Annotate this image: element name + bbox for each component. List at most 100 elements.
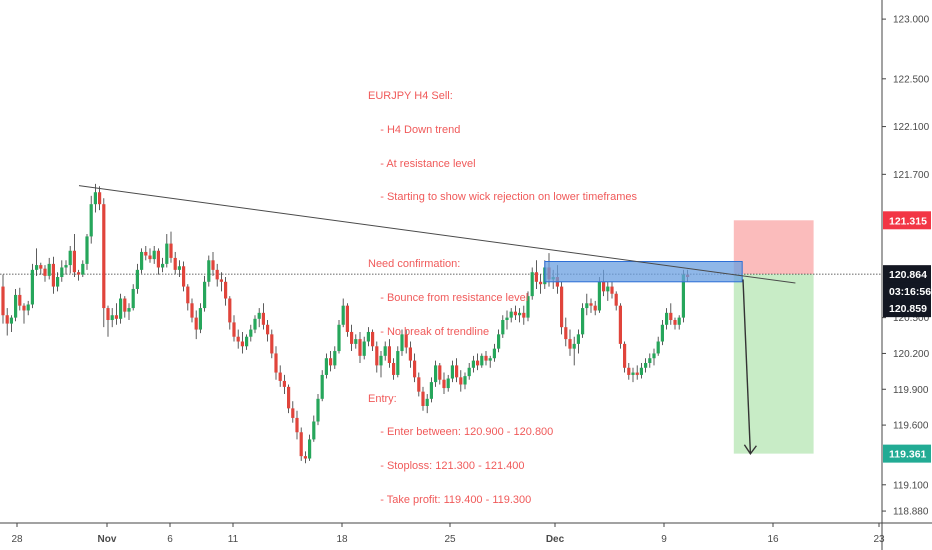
candle-body [228,298,232,323]
candle-body [203,281,207,309]
candle-body [484,355,488,361]
candle-body [35,265,39,270]
candle-body [232,322,236,337]
candle-body [455,365,459,378]
price-axis[interactable]: 123.000 122.500 122.100 121.700 120.500 120.2… [882,15,930,518]
trade-note: EURJPY H4 Sell: - H4 Down trend - At res… [368,69,637,517]
target-price-label-bg [883,444,931,463]
candle-body [295,417,299,433]
position-tool[interactable] [733,220,814,454]
time-axis[interactable]: 28 Nov 6 11 18 25 Dec 9 16 23 [11,523,885,545]
price-tick-label: 122.100 [893,122,930,133]
candle-body [488,358,492,361]
candles-group [1,183,690,464]
time-tick-label: 28 [11,534,23,545]
note-line: - H4 Down trend [368,124,461,136]
candle-body [501,320,505,335]
candle-body [51,263,55,287]
candle-body [22,305,26,311]
price-tick-label: 120.200 [893,349,930,360]
candle-body [77,272,81,275]
candle-body [39,265,43,269]
price-tick-label: 120.500 [893,313,930,324]
note-heading: Entry: [368,392,397,405]
candle-body [312,421,316,440]
down-trendline[interactable] [78,185,796,284]
candle-body [656,341,660,354]
candle-body [610,286,614,294]
candle-body [278,372,282,381]
candle-body [85,236,89,264]
candle-body [681,274,685,318]
candle-body [257,312,261,319]
candle-body [463,376,467,385]
resistance-zone[interactable] [544,261,743,283]
price-tick-label: 118.880 [893,507,929,518]
candle-body [425,398,429,406]
stop-price-label-bg [883,211,931,230]
price-tick-label: 119.900 [893,385,929,396]
time-tick-label: 9 [661,534,667,545]
candle-body [324,358,328,375]
candle-body [627,367,631,375]
candle-body [635,372,639,375]
candle-body [320,374,324,399]
candle-body [383,346,387,356]
candle-body [127,308,131,312]
candle-body [287,386,291,409]
candle-body [93,192,97,205]
candle-body [123,298,127,312]
candle-body [261,312,265,325]
candle-body [341,305,345,325]
candle-body [303,456,307,459]
candle-body [581,308,585,335]
candle-body [198,308,202,330]
candle-body [119,298,123,319]
bid-price-label: 120.859 [889,303,927,315]
candle-body [56,277,60,287]
arrow-head-icon [743,444,757,455]
note-line: - Enter between: 120.900 - 120.800 [368,426,554,439]
candle-body [98,192,102,205]
candle-body [677,317,681,325]
candle-body [337,324,341,352]
candle-body [316,398,320,422]
candle-body [18,294,22,306]
time-tick-label: 25 [444,534,456,545]
candle-body [177,266,181,270]
candle-body [387,346,391,363]
candle-body [194,317,198,330]
candle-body [513,311,517,316]
candle-body [308,439,312,459]
candle-body [68,250,72,266]
candle-body [291,408,295,418]
note-line: - Starting to show wick rejection on low… [368,191,637,204]
candle-body [190,303,194,318]
candle-body [1,286,5,316]
current-price-label: 120.864 [889,269,927,281]
candle-body [492,348,496,359]
note-spacer [368,226,637,237]
candle-body [106,308,110,321]
take-profit-zone[interactable] [733,274,814,454]
candle-body [249,329,253,337]
candle-body [173,257,177,270]
candle-body [450,365,454,379]
note-line: - Take profit: 119.400 - 119.300 [368,493,532,506]
candle-body [240,341,244,347]
stop-loss-zone[interactable] [733,220,814,275]
candle-body [5,315,9,324]
candle-body [417,377,421,392]
candle-body [408,347,412,361]
bar-countdown-label: 03:16:56 [889,286,931,298]
candle-body [396,351,400,375]
candle-body [207,260,211,282]
candle-body [413,360,417,378]
candle-body [576,334,580,344]
candle-body [282,380,286,387]
candle-body [522,312,526,318]
note-spacer [368,360,637,371]
time-tick-label: 6 [167,534,173,545]
sell-arrow[interactable] [742,279,757,455]
